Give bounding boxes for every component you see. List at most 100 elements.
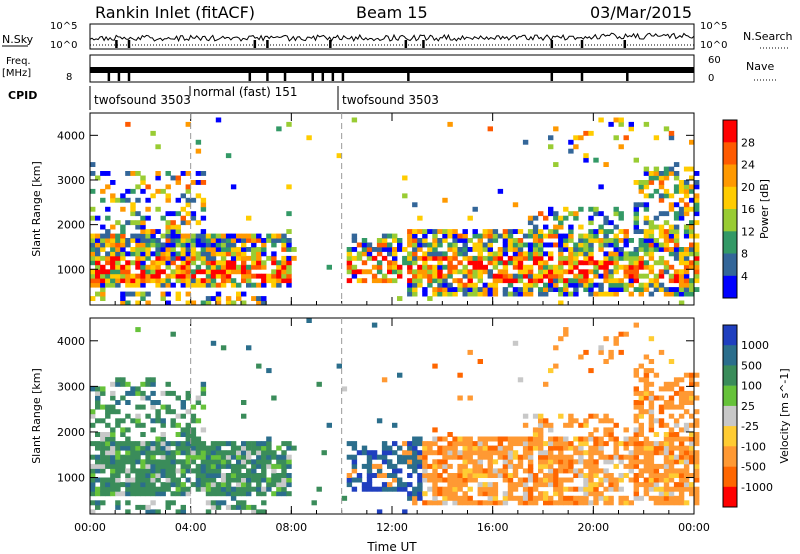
heatmap-cell bbox=[538, 491, 544, 497]
freq-mark bbox=[248, 67, 252, 81]
heatmap-cell bbox=[472, 445, 478, 451]
heatmap-cell bbox=[115, 500, 121, 506]
heatmap-cell bbox=[442, 500, 448, 506]
heatmap-cell bbox=[256, 260, 262, 266]
heatmap-cell bbox=[236, 477, 242, 483]
heatmap-cell bbox=[568, 255, 574, 261]
heatmap-cell bbox=[658, 486, 665, 492]
heatmap-cell bbox=[643, 180, 650, 185]
heatmap-cell bbox=[185, 220, 191, 226]
heatmap-cell bbox=[588, 454, 594, 460]
heatmap-cell bbox=[502, 450, 509, 456]
heatmap-cell bbox=[538, 432, 544, 437]
heatmap-cell bbox=[412, 247, 418, 252]
heatmap-cell bbox=[603, 220, 609, 226]
heatmap-cell bbox=[311, 500, 317, 506]
heatmap-cell bbox=[452, 500, 458, 506]
heatmap-cell bbox=[658, 233, 665, 239]
heatmap-cell bbox=[145, 381, 151, 387]
heatmap-cell bbox=[578, 238, 584, 243]
heatmap-cell bbox=[497, 188, 504, 194]
heatmap-cell bbox=[623, 454, 629, 460]
heatmap-cell bbox=[271, 238, 277, 243]
heatmap-cell bbox=[452, 238, 458, 243]
heatmap-cell bbox=[447, 454, 453, 460]
heatmap-cell bbox=[553, 242, 559, 248]
heatmap-cell bbox=[678, 211, 685, 217]
heatmap-cell bbox=[90, 463, 96, 469]
heatmap-cell bbox=[432, 441, 438, 447]
heatmap-cell bbox=[648, 238, 655, 243]
heatmap-cell bbox=[115, 482, 121, 488]
heatmap-cell bbox=[673, 473, 680, 478]
heatmap-cell bbox=[95, 278, 101, 284]
heatmap-cell bbox=[241, 255, 247, 261]
heatmap-cell bbox=[210, 296, 217, 301]
heatmap-cell bbox=[422, 238, 428, 243]
heatmap-cell bbox=[266, 477, 272, 483]
heatmap-cell bbox=[452, 454, 458, 460]
heatmap-cell bbox=[105, 422, 111, 428]
heatmap-cell bbox=[608, 269, 614, 275]
heatmap-cell bbox=[105, 413, 111, 419]
heatmap-cell bbox=[643, 454, 650, 460]
heatmap-cell bbox=[120, 233, 126, 239]
heatmap-cell bbox=[195, 445, 202, 451]
heatmap-cell bbox=[241, 473, 247, 478]
heatmap-cell bbox=[477, 251, 483, 257]
heatmap-cell bbox=[553, 162, 559, 167]
heatmap-cell bbox=[95, 459, 101, 465]
heatmap-cell bbox=[105, 242, 111, 248]
heatmap-cell bbox=[100, 171, 106, 176]
heatmap-cell bbox=[120, 427, 126, 433]
heatmap-cell bbox=[195, 482, 202, 488]
heatmap-cell bbox=[638, 238, 644, 243]
station-title: Rankin Inlet (fitACF) bbox=[95, 3, 255, 22]
heatmap-cell bbox=[568, 229, 574, 234]
heatmap-cell bbox=[477, 264, 483, 270]
colorbar-segment bbox=[723, 365, 737, 386]
heatmap-cell bbox=[271, 233, 277, 239]
heatmap-cell bbox=[658, 242, 665, 248]
heatmap-cell bbox=[266, 463, 272, 469]
heatmap-cell bbox=[457, 450, 463, 456]
heatmap-cell bbox=[402, 247, 408, 252]
heatmap-cell bbox=[432, 482, 438, 488]
heatmap-cell bbox=[210, 504, 217, 510]
heatmap-cell bbox=[558, 450, 564, 456]
heatmap-cell bbox=[683, 260, 690, 266]
heatmap-cell bbox=[246, 215, 252, 221]
heatmap-cell bbox=[195, 264, 202, 270]
heatmap-cell bbox=[225, 242, 232, 248]
heatmap-cell bbox=[417, 482, 423, 488]
heatmap-cell bbox=[527, 273, 534, 279]
heatmap-cell bbox=[492, 278, 499, 284]
heatmap-cell bbox=[598, 450, 604, 456]
heatmap-cell bbox=[522, 422, 529, 428]
heatmap-cell bbox=[427, 251, 433, 257]
heatmap-cell bbox=[497, 260, 504, 266]
heatmap-cell bbox=[281, 238, 287, 243]
heatmap-cell bbox=[90, 273, 96, 279]
heatmap-cell bbox=[578, 500, 584, 506]
heatmap-cell bbox=[507, 242, 514, 248]
heatmap-cell bbox=[512, 251, 519, 257]
heatmap-cell bbox=[477, 454, 483, 460]
heatmap-cell bbox=[225, 247, 232, 252]
heatmap-cell bbox=[417, 454, 423, 460]
heatmap-cell bbox=[643, 166, 650, 172]
heatmap-cell bbox=[281, 463, 287, 469]
heatmap-cell bbox=[517, 495, 524, 501]
heatmap-cell bbox=[387, 445, 393, 451]
heatmap-cell bbox=[487, 291, 493, 297]
heatmap-cell bbox=[694, 251, 700, 257]
heatmap-cell bbox=[376, 486, 383, 492]
nsky-trace bbox=[89, 32, 695, 48]
heatmap-cell bbox=[598, 418, 604, 424]
heatmap-cell bbox=[286, 459, 292, 465]
heatmap-cell bbox=[135, 273, 141, 279]
heatmap-cell bbox=[155, 282, 161, 288]
heatmap-cell bbox=[215, 441, 222, 447]
heatmap-cell bbox=[130, 251, 136, 257]
heatmap-cell bbox=[563, 422, 569, 428]
